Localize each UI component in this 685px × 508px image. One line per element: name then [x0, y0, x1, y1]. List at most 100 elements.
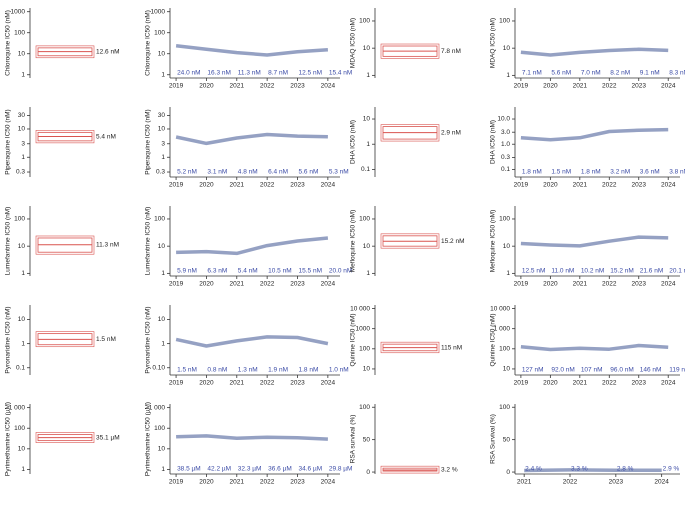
y-tick-label: 100 — [359, 18, 370, 25]
trend-line — [520, 235, 669, 248]
year-median-label: 5.6 nM — [551, 70, 571, 77]
year-median-label: 5.4 nM — [238, 268, 258, 275]
x-tick-label: 2023 — [290, 281, 305, 288]
x-tick-label: 2021 — [230, 380, 245, 387]
year-median-label: 1.3 nM — [238, 367, 258, 374]
x-tick-label: 2020 — [543, 281, 558, 288]
y-tick-label: 10 — [363, 116, 371, 123]
year-median-label: 1.8 nM — [581, 169, 601, 176]
y-tick-label: 10.0 — [497, 116, 510, 123]
y-tick-label: 10 000 — [490, 305, 510, 312]
year-median-label: 24.0 nM — [177, 70, 201, 77]
x-tick-label: 2023 — [290, 479, 305, 486]
box-outer — [380, 124, 440, 142]
y-tick-label: 1 000 — [149, 404, 166, 411]
y-tick-label: 10 000 — [350, 305, 370, 312]
y-axis-label: MDAQ IC50 (nM) — [350, 18, 357, 68]
year-median-label: 8.3 nM — [669, 70, 685, 77]
y-tick-label: 10 — [18, 446, 26, 453]
x-tick-label: 2023 — [632, 380, 647, 387]
year-median-label: 3.6 nM — [640, 169, 660, 176]
x-tick-label: 2024 — [321, 83, 336, 90]
y-axis-label: MDAQ IC50 (nM) — [490, 18, 497, 68]
y-tick-label: 100 — [499, 216, 510, 223]
y-axis-label: Piperaquine IC50 (nM) — [145, 109, 152, 174]
y-tick-label: 100 — [154, 425, 165, 432]
y-tick-label: 1 — [161, 270, 165, 277]
trend-line — [520, 127, 669, 142]
y-axis-label: Mefloquine IC50 (nM) — [490, 210, 497, 273]
median-label: 11.3 nM — [96, 241, 119, 248]
y-tick-label: 0.3 — [501, 154, 510, 161]
year-median-label: 7.1 nM — [522, 70, 542, 77]
x-tick-label: 2024 — [661, 380, 676, 387]
y-tick-label: 10 — [158, 50, 166, 57]
year-median-label: 20.0 nM — [329, 268, 353, 275]
y-axis-label: Pyrimethamine IC50 (µM) — [5, 402, 12, 476]
y-tick-label: 1.0 — [501, 141, 510, 148]
year-median-label: 15.4 nM — [329, 70, 353, 77]
y-axis-label: Pyrimethamine IC50 (µM) — [145, 402, 152, 476]
year-median-label: 32.3 µM — [238, 466, 262, 473]
median-label: 7.8 nM — [441, 48, 461, 55]
year-median-label: 8.2 nM — [610, 70, 630, 77]
x-tick-label: 2019 — [169, 281, 184, 288]
year-median-label: 10.2 nM — [581, 268, 605, 275]
x-tick-label: 2021 — [230, 479, 245, 486]
y-axis-label: RSA Survival (%) — [490, 414, 497, 464]
year-median-label: 127 nM — [522, 367, 544, 374]
median-label: 12.6 nM — [96, 48, 120, 55]
year-median-label: 2.8 % — [617, 466, 634, 473]
y-axis-label: Pyronaridine IC50 (nM) — [5, 306, 12, 373]
y-tick-label: 10 — [363, 366, 371, 373]
y-tick-label: 1000 — [151, 8, 166, 15]
y-axis-label: RSA survival (%) — [350, 415, 357, 464]
y-axis-label: Lumefantrine IC50 (nM) — [145, 207, 152, 276]
x-tick-label: 2023 — [632, 83, 647, 90]
year-median-label: 5.6 nM — [299, 169, 319, 176]
year-median-label: 12.5 nM — [299, 70, 323, 77]
x-tick-label: 2023 — [290, 380, 305, 387]
y-tick-label: 1 000 — [9, 404, 26, 411]
year-median-label: 5.3 nM — [329, 169, 349, 176]
x-tick-label: 2022 — [260, 182, 275, 189]
x-tick-label: 2019 — [514, 83, 529, 90]
y-tick-label: 0.1 — [501, 166, 510, 173]
x-tick-label: 2020 — [199, 281, 214, 288]
y-tick-label: 30 — [158, 112, 166, 119]
year-median-label: 21.6 nM — [640, 268, 664, 275]
x-tick-label: 2022 — [602, 83, 617, 90]
x-tick-label: 2021 — [517, 479, 532, 486]
year-median-label: 0.8 nM — [207, 367, 227, 374]
y-tick-label: 10 — [18, 243, 26, 250]
year-median-label: 5.2 nM — [177, 169, 197, 176]
y-tick-label: 100 — [499, 346, 510, 353]
year-median-label: 1.5 nM — [177, 367, 197, 374]
x-tick-label: 2024 — [661, 83, 676, 90]
y-tick-label: 30 — [18, 112, 26, 119]
y-tick-label: 0.3 — [156, 169, 165, 176]
x-tick-label: 2021 — [230, 83, 245, 90]
median-label: 5.4 nM — [96, 133, 116, 140]
year-median-label: 3.1 nM — [207, 169, 227, 176]
median-label: 115 nM — [441, 344, 462, 351]
x-tick-label: 2022 — [260, 479, 275, 486]
trend-line — [175, 335, 329, 348]
y-axis-label: Lumefantrine IC50 (nM) — [5, 207, 12, 276]
trend-line — [176, 236, 329, 256]
y-tick-label: 100 — [154, 29, 165, 36]
x-tick-label: 2021 — [573, 182, 588, 189]
x-tick-label: 2020 — [543, 83, 558, 90]
y-tick-label: 10 — [158, 126, 166, 133]
y-tick-label: 100 — [499, 404, 510, 411]
box-outer — [380, 233, 440, 249]
y-tick-label: 0 — [366, 469, 370, 476]
x-tick-label: 2019 — [169, 83, 184, 90]
year-median-label: 1.9 nM — [268, 367, 288, 374]
y-tick-label: 1 — [21, 154, 25, 161]
y-tick-label: 100 — [359, 346, 370, 353]
median-label: 1.5 nM — [96, 336, 116, 343]
y-tick-label: 0.1 — [16, 364, 25, 371]
year-median-label: 1.5 nM — [551, 169, 571, 176]
year-median-label: 6.4 nM — [268, 169, 288, 176]
